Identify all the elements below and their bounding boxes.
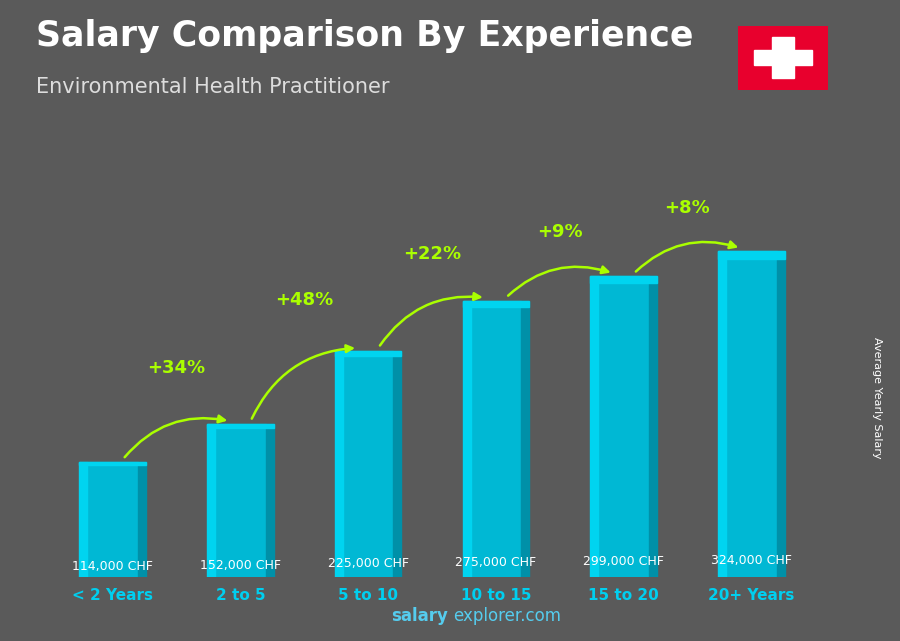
Bar	[215, 424, 266, 577]
Bar	[754, 50, 812, 65]
Bar	[207, 424, 274, 428]
Bar	[772, 37, 794, 78]
Text: 225,000 CHF: 225,000 CHF	[328, 557, 409, 570]
Bar	[87, 462, 138, 577]
Text: Environmental Health Practitioner: Environmental Health Practitioner	[36, 77, 390, 97]
Text: Salary Comparison By Experience: Salary Comparison By Experience	[36, 19, 693, 53]
Bar	[463, 301, 471, 577]
Text: +48%: +48%	[275, 291, 333, 309]
Bar	[79, 462, 146, 465]
Bar	[343, 351, 393, 577]
Bar	[79, 462, 87, 577]
Text: 299,000 CHF: 299,000 CHF	[583, 555, 664, 568]
Bar	[590, 276, 598, 577]
Bar	[207, 424, 215, 577]
Bar	[335, 351, 401, 356]
Text: salary: salary	[392, 607, 448, 625]
Text: +22%: +22%	[403, 245, 461, 263]
Bar	[718, 251, 726, 577]
Bar	[138, 462, 146, 577]
Bar	[521, 301, 529, 577]
Bar	[718, 251, 785, 258]
Bar	[471, 301, 521, 577]
Text: 324,000 CHF: 324,000 CHF	[711, 554, 792, 567]
Bar	[463, 301, 529, 306]
Text: Average Yearly Salary: Average Yearly Salary	[872, 337, 883, 458]
Text: +8%: +8%	[664, 199, 710, 217]
Text: 152,000 CHF: 152,000 CHF	[200, 560, 281, 572]
Bar	[777, 251, 785, 577]
Bar	[590, 276, 657, 283]
Bar	[393, 351, 401, 577]
Bar	[598, 276, 649, 577]
Text: +34%: +34%	[148, 358, 205, 376]
Text: +9%: +9%	[537, 222, 582, 240]
Text: explorer.com: explorer.com	[453, 607, 561, 625]
Text: 275,000 CHF: 275,000 CHF	[455, 556, 536, 569]
Bar	[726, 251, 777, 577]
Text: 114,000 CHF: 114,000 CHF	[72, 560, 153, 574]
Bar	[266, 424, 274, 577]
Bar	[649, 276, 657, 577]
Bar	[335, 351, 343, 577]
